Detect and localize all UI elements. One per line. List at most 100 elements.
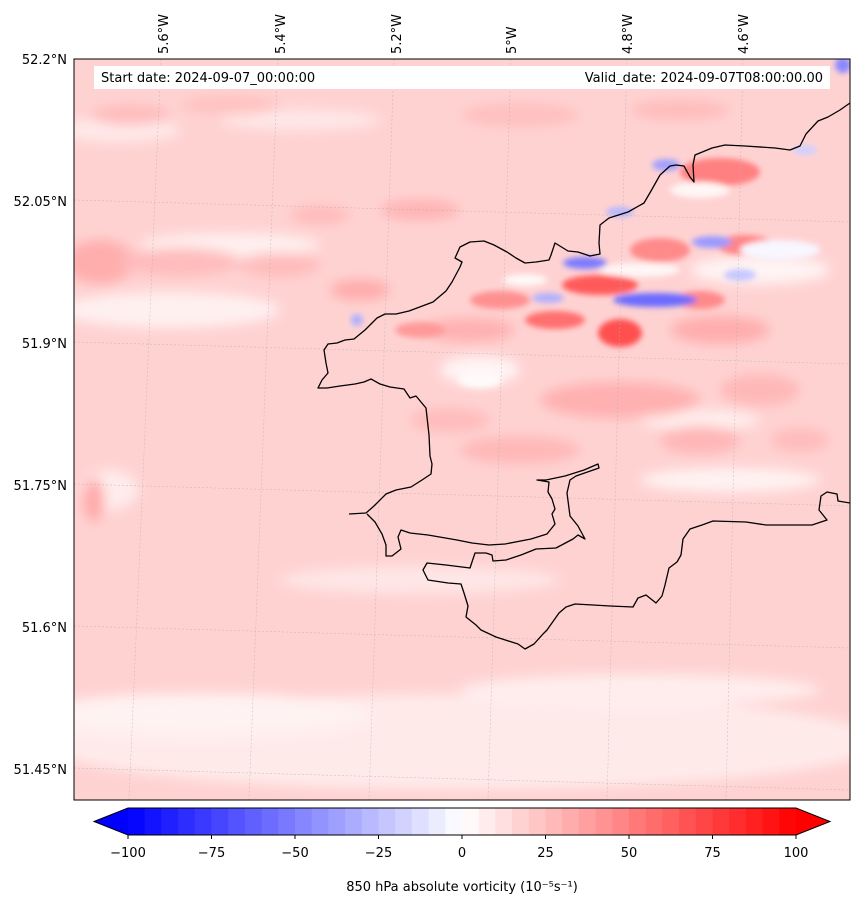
coastline-pembrokeshire bbox=[366, 463, 850, 650]
colorbar-cell bbox=[729, 808, 747, 835]
medium-patch bbox=[670, 316, 770, 344]
negative-core bbox=[652, 159, 680, 171]
lat-tick-label: 51.6°N bbox=[22, 621, 67, 636]
colorbar-cell bbox=[645, 808, 663, 835]
graticule-meridian bbox=[487, 59, 512, 800]
medium-patch bbox=[74, 240, 135, 284]
colorbar-cell bbox=[328, 808, 346, 835]
colorbar-cell bbox=[462, 808, 480, 835]
negative-core bbox=[606, 207, 634, 217]
medium-patch bbox=[770, 428, 830, 452]
strong-core bbox=[562, 275, 638, 295]
colorbar-cell bbox=[528, 808, 547, 835]
colorbar-cell bbox=[445, 808, 463, 835]
colorbar-cell bbox=[228, 808, 246, 835]
graticule-parallel bbox=[74, 483, 850, 507]
colorbar-tick-label: 50 bbox=[621, 846, 638, 861]
medium-patch bbox=[460, 103, 580, 127]
map-area: Start date: 2024-09-07_00:00:00 Valid_da… bbox=[74, 59, 850, 800]
colorbar-tick-label: −50 bbox=[281, 846, 308, 861]
valid-date-label: Valid_date: 2024-09-07T08:00:00.00 bbox=[585, 71, 823, 86]
colorbar-cell bbox=[662, 808, 680, 835]
medium-patch bbox=[540, 382, 700, 418]
colorbar-cell bbox=[128, 808, 146, 835]
light-band bbox=[280, 566, 560, 594]
negative-core bbox=[692, 236, 732, 248]
light-band bbox=[74, 118, 180, 142]
graticule-meridian bbox=[725, 59, 744, 800]
lon-tick-label: 5.2°W bbox=[390, 14, 405, 54]
colorbar-tick-label: 25 bbox=[537, 846, 554, 861]
colorbar-cell bbox=[612, 808, 630, 835]
strong-core bbox=[525, 311, 585, 329]
lon-tick-label: 4.8°W bbox=[621, 14, 636, 54]
colorbar-cell bbox=[562, 808, 580, 835]
lat-tick-label: 51.75°N bbox=[14, 479, 67, 494]
graticule-parallel bbox=[74, 767, 850, 791]
colorbar-cell bbox=[211, 808, 229, 835]
light-band bbox=[220, 110, 380, 130]
colorbar-cell bbox=[194, 808, 213, 835]
graticule-meridian bbox=[368, 59, 395, 800]
colorbar-cell bbox=[545, 808, 563, 835]
lat-tick-label: 52.2°N bbox=[22, 53, 67, 68]
zero-gap bbox=[600, 263, 680, 277]
lat-tick-label: 51.45°N bbox=[14, 763, 67, 778]
medium-patch bbox=[460, 436, 580, 464]
colorbar-tick-label: 0 bbox=[458, 846, 466, 861]
colorbar-cell bbox=[311, 808, 329, 835]
medium-patch bbox=[660, 426, 740, 454]
graticule-parallel bbox=[74, 199, 850, 223]
graticule-parallel bbox=[74, 341, 850, 365]
latitude-ticks: 52.2°N 52.05°N 51.9°N 51.75°N 51.6°N 51.… bbox=[14, 53, 67, 778]
medium-patch bbox=[90, 105, 170, 125]
strong-core bbox=[675, 291, 725, 309]
colorbar-cell bbox=[244, 808, 263, 835]
light-band bbox=[640, 410, 760, 430]
colorbar-cell bbox=[161, 808, 179, 835]
medium-patch bbox=[330, 280, 390, 300]
graticule-parallel bbox=[74, 625, 850, 649]
negative-core bbox=[613, 293, 697, 307]
colorbar-cell bbox=[495, 808, 513, 835]
longitude-ticks: 5.6°W 5.4°W 5.2°W 5°W 4.8°W 4.6°W bbox=[157, 14, 752, 54]
colorbar-tick-label: 75 bbox=[704, 846, 721, 861]
light-band bbox=[640, 468, 820, 492]
lon-tick-label: 5.6°W bbox=[157, 14, 172, 54]
colorbar-tick-label: −75 bbox=[198, 846, 225, 861]
graticule bbox=[74, 59, 850, 800]
colorbar-cell bbox=[295, 808, 313, 835]
date-header-box bbox=[94, 66, 830, 89]
colorbar-high-extension bbox=[796, 808, 830, 835]
colorbar-cell bbox=[745, 808, 764, 835]
colorbar-cell bbox=[712, 808, 730, 835]
colorbar-tick-label: 100 bbox=[784, 846, 809, 861]
colorbar-cell bbox=[595, 808, 613, 835]
medium-patch bbox=[290, 206, 350, 224]
strong-core bbox=[470, 291, 530, 309]
map-frame bbox=[73, 58, 851, 801]
negative-core bbox=[563, 257, 607, 269]
colorbar-cell bbox=[762, 808, 780, 835]
lon-tick-label: 5°W bbox=[505, 26, 520, 54]
colorbar-cell bbox=[361, 808, 380, 835]
colorbar-cell bbox=[411, 808, 430, 835]
colorbar-cell bbox=[779, 808, 797, 835]
medium-patch bbox=[630, 100, 730, 120]
colorbar-cells bbox=[128, 808, 797, 835]
light-band bbox=[74, 292, 280, 328]
medium-patch bbox=[84, 478, 104, 522]
colorbar-cell bbox=[144, 808, 162, 835]
light-band bbox=[460, 674, 820, 706]
negative-core bbox=[793, 145, 817, 155]
colorbar-cell bbox=[695, 808, 714, 835]
colorbar-cell bbox=[395, 808, 413, 835]
colorbar-cell bbox=[428, 808, 446, 835]
medium-patch bbox=[120, 248, 240, 276]
strong-core bbox=[395, 322, 445, 338]
zero-gap bbox=[670, 182, 730, 198]
colorbar-cell bbox=[578, 808, 597, 835]
colorbar-cell bbox=[378, 808, 396, 835]
colorbar-label: 850 hPa absolute vorticity (10⁻⁵s⁻¹) bbox=[346, 880, 578, 895]
